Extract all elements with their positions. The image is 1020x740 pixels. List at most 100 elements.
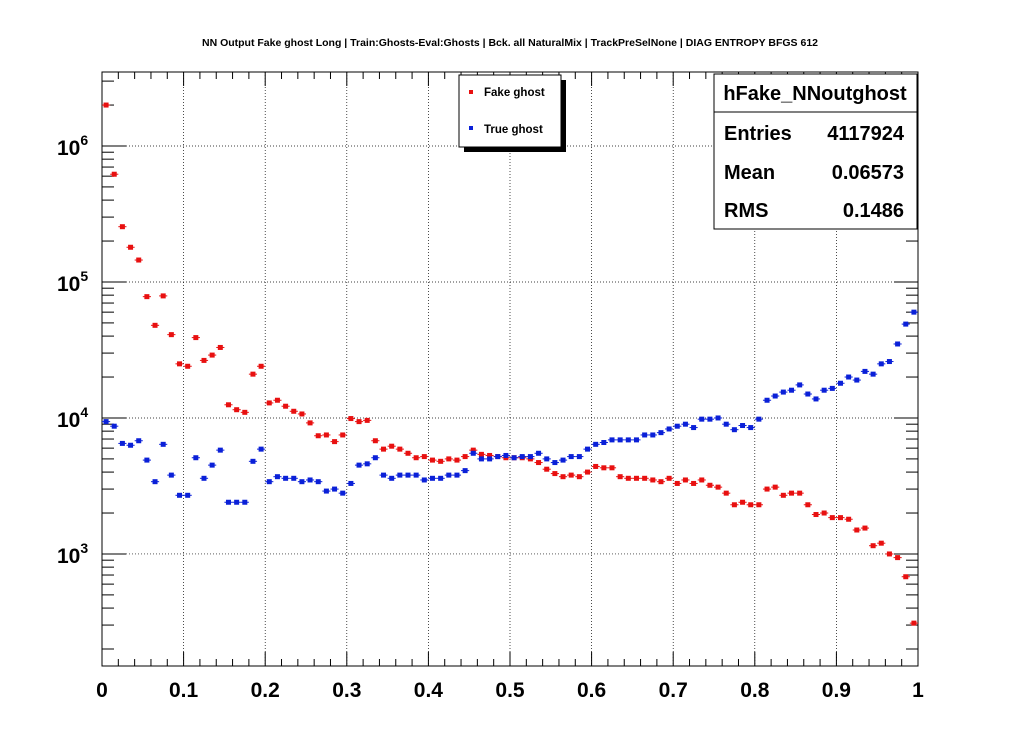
data-point-marker bbox=[381, 472, 387, 478]
data-point bbox=[893, 555, 902, 561]
data-point bbox=[632, 437, 641, 443]
data-point-marker bbox=[764, 486, 770, 492]
data-point-marker bbox=[682, 477, 688, 483]
data-point bbox=[346, 416, 355, 422]
data-point-marker bbox=[740, 499, 746, 505]
data-point bbox=[754, 502, 763, 508]
data-point bbox=[289, 408, 298, 414]
data-point bbox=[420, 477, 429, 483]
data-point bbox=[379, 446, 388, 452]
data-point bbox=[297, 411, 306, 417]
data-point bbox=[322, 488, 331, 494]
data-point-marker bbox=[707, 416, 713, 422]
data-point-marker bbox=[348, 416, 354, 422]
data-point-marker bbox=[462, 454, 468, 460]
data-point bbox=[787, 490, 796, 496]
data-point bbox=[714, 484, 723, 490]
data-point-marker bbox=[152, 322, 158, 328]
data-point bbox=[477, 456, 486, 462]
data-point bbox=[265, 479, 274, 485]
data-point bbox=[510, 455, 519, 461]
data-point-marker bbox=[699, 416, 705, 422]
data-point bbox=[403, 472, 413, 478]
data-point-marker bbox=[103, 102, 109, 108]
data-point bbox=[885, 359, 894, 365]
data-point bbox=[673, 423, 682, 429]
data-point bbox=[126, 244, 135, 250]
data-point-marker bbox=[797, 490, 803, 496]
data-point bbox=[632, 475, 641, 481]
data-point-marker bbox=[568, 472, 574, 478]
data-point bbox=[224, 402, 233, 408]
data-point bbox=[526, 454, 535, 460]
data-point-marker bbox=[593, 441, 599, 447]
data-point bbox=[150, 322, 160, 328]
data-point-marker bbox=[536, 460, 542, 466]
data-point bbox=[746, 425, 755, 431]
data-point bbox=[183, 363, 192, 369]
data-point-marker bbox=[364, 461, 370, 467]
data-point-marker bbox=[421, 454, 427, 460]
data-point-marker bbox=[756, 416, 762, 422]
data-point bbox=[860, 368, 870, 374]
data-point-marker bbox=[389, 443, 395, 449]
data-point-marker bbox=[234, 407, 240, 413]
data-point-marker bbox=[217, 447, 223, 453]
data-point bbox=[673, 480, 682, 486]
data-point-marker bbox=[740, 423, 746, 429]
data-point bbox=[852, 377, 861, 383]
data-point bbox=[803, 391, 812, 397]
x-tick-label: 0.9 bbox=[822, 679, 851, 702]
data-point bbox=[558, 457, 568, 463]
data-point-marker bbox=[552, 471, 558, 477]
data-point-marker bbox=[291, 475, 297, 481]
data-point bbox=[762, 397, 772, 403]
data-point bbox=[591, 463, 600, 469]
data-point-marker bbox=[266, 400, 272, 406]
data-point bbox=[167, 332, 176, 338]
data-point bbox=[697, 416, 706, 422]
data-point bbox=[730, 502, 739, 508]
data-point-marker bbox=[805, 502, 811, 508]
data-point bbox=[689, 480, 698, 486]
data-point bbox=[722, 490, 731, 496]
data-point bbox=[656, 430, 666, 436]
data-point bbox=[126, 442, 135, 448]
data-point-marker bbox=[128, 244, 134, 250]
data-point bbox=[493, 454, 502, 460]
data-point bbox=[387, 443, 396, 449]
data-point bbox=[665, 426, 674, 432]
data-point bbox=[738, 499, 747, 505]
data-point-marker bbox=[911, 309, 917, 315]
x-tick-label: 1 bbox=[912, 679, 924, 702]
data-point-marker bbox=[225, 499, 231, 505]
data-point-marker bbox=[552, 460, 558, 466]
data-point bbox=[191, 455, 200, 461]
data-point bbox=[281, 403, 290, 409]
data-point bbox=[795, 382, 804, 388]
data-point bbox=[452, 457, 462, 463]
data-point-marker bbox=[878, 540, 884, 546]
data-point bbox=[624, 475, 633, 481]
data-point-marker bbox=[177, 361, 183, 367]
data-point-marker bbox=[487, 456, 493, 462]
data-point bbox=[616, 474, 625, 480]
data-point bbox=[240, 409, 249, 415]
legend-marker-true-ghost bbox=[469, 126, 473, 130]
data-point-marker bbox=[177, 492, 183, 498]
data-point-marker bbox=[201, 475, 207, 481]
data-point bbox=[820, 387, 829, 393]
data-point bbox=[118, 224, 127, 230]
data-point bbox=[118, 440, 127, 446]
stats-mean-value: 0.06573 bbox=[832, 162, 904, 184]
data-point bbox=[314, 479, 323, 485]
data-point-marker bbox=[299, 411, 305, 417]
data-point-marker bbox=[650, 432, 656, 438]
data-point-marker bbox=[699, 477, 705, 483]
data-point bbox=[583, 469, 592, 475]
data-point-marker bbox=[642, 432, 648, 438]
data-point bbox=[754, 416, 763, 422]
data-point-marker bbox=[715, 415, 721, 421]
data-point bbox=[436, 458, 445, 464]
data-point-marker bbox=[797, 382, 803, 388]
